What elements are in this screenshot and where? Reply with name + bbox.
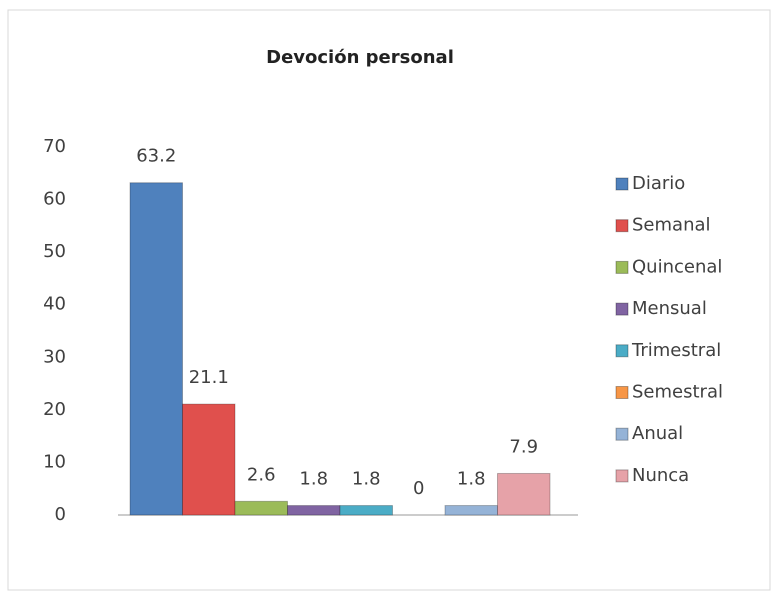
data-label: 21.1 bbox=[189, 367, 229, 388]
y-tick-label: 50 bbox=[43, 241, 66, 262]
legend-label: Diario bbox=[632, 173, 685, 194]
data-label: 7.9 bbox=[509, 436, 538, 457]
data-label: 1.8 bbox=[352, 469, 381, 490]
legend-swatch bbox=[615, 219, 629, 233]
bar bbox=[444, 505, 498, 516]
bar bbox=[287, 505, 341, 516]
legend-label: Nunca bbox=[632, 465, 689, 486]
y-tick-label: 0 bbox=[55, 504, 66, 525]
bar bbox=[129, 182, 183, 516]
legend-label: Anual bbox=[632, 423, 683, 444]
bar bbox=[339, 505, 393, 516]
y-tick-label: 70 bbox=[43, 136, 66, 157]
legend-label: Trimestral bbox=[631, 340, 721, 361]
data-label: 0 bbox=[413, 478, 424, 499]
bar bbox=[497, 472, 551, 516]
y-tick-label: 20 bbox=[43, 399, 66, 420]
data-label: 2.6 bbox=[247, 464, 276, 485]
legend-label: Semestral bbox=[632, 382, 723, 403]
bar bbox=[234, 500, 288, 516]
legend-swatch bbox=[615, 302, 629, 316]
y-tick-label: 30 bbox=[43, 346, 66, 367]
bar bbox=[182, 403, 236, 516]
legend-swatch bbox=[615, 469, 629, 483]
y-tick-label: 60 bbox=[43, 189, 66, 210]
data-label: 63.2 bbox=[136, 146, 176, 167]
legend-swatch bbox=[615, 344, 629, 358]
y-tick-label: 40 bbox=[43, 294, 66, 315]
legend-label: Semanal bbox=[632, 215, 711, 236]
legend-swatch bbox=[615, 386, 629, 399]
y-tick-label: 10 bbox=[43, 451, 66, 472]
data-label: 1.8 bbox=[299, 469, 328, 490]
legend-label: Mensual bbox=[632, 298, 707, 319]
legend-swatch bbox=[615, 177, 629, 191]
legend-swatch bbox=[615, 260, 629, 274]
data-label: 1.8 bbox=[457, 469, 486, 490]
chart-title: Devoción personal bbox=[266, 47, 454, 68]
legend-label: Quincenal bbox=[632, 256, 722, 277]
legend-swatch bbox=[615, 427, 629, 441]
